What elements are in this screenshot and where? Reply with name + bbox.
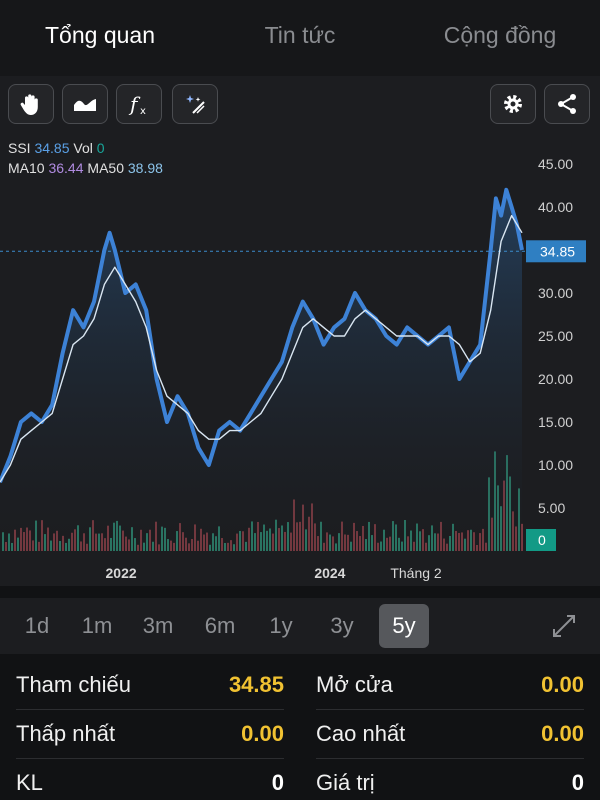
x-tick-label: 2022 <box>106 565 137 581</box>
price-area-fill <box>0 189 522 552</box>
range-1d[interactable]: 1d <box>24 613 50 638</box>
function-icon: f x <box>128 92 146 117</box>
reference-value: 34.85 <box>228 672 284 697</box>
legend-line-1: SSI 34.85 Vol 0 <box>8 140 105 156</box>
low-label: Thấp nhất <box>16 721 116 746</box>
volume-label: KL <box>16 770 43 795</box>
info-reference: Tham chiếu 34.85 <box>16 662 284 710</box>
info-row-3: KL 0 Giá trị 0 <box>0 760 600 800</box>
y-tick-label: 20.00 <box>538 371 573 387</box>
high-label: Cao nhất <box>316 721 406 746</box>
svg-text:x: x <box>140 106 146 117</box>
price-line <box>0 187 524 483</box>
y-tick-label: 40.00 <box>538 199 573 215</box>
magic-tool-button[interactable] <box>172 84 218 124</box>
area-chart-icon <box>74 99 96 111</box>
y-tick-label: 15.00 <box>538 414 573 430</box>
y-tick-label: 5.00 <box>538 500 565 516</box>
y-tick-label: 10.00 <box>538 457 573 473</box>
moving-average-line <box>0 214 523 483</box>
range-selector: 1d 1m 3m 6m 1y 3y 5y <box>0 598 600 654</box>
y-tick-label: 45.00 <box>538 156 573 172</box>
indicator-button[interactable]: f x <box>116 84 162 124</box>
y-tick-label: 30.00 <box>538 285 573 301</box>
info-low: Thấp nhất 0.00 <box>16 711 284 759</box>
legend-ma10-value: 36.44 <box>48 160 84 176</box>
reference-label: Tham chiếu <box>16 672 131 697</box>
legend-ma50-label: MA50 <box>87 160 124 176</box>
open-label: Mở cửa <box>316 672 393 697</box>
tab-news[interactable]: Tin tức <box>264 22 336 48</box>
settings-button[interactable] <box>490 84 536 124</box>
info-row-1: Tham chiếu 34.85 Mở cửa 0.00 <box>0 662 600 710</box>
legend-vol-label: Vol <box>73 140 93 156</box>
info-volume: KL 0 <box>16 760 284 800</box>
y-tick-label: 25.00 <box>538 328 573 344</box>
low-value: 0.00 <box>241 721 284 746</box>
info-value: Giá trị 0 <box>316 760 584 800</box>
top-tabs: Tổng quan Tin tức Cộng đồng <box>0 0 600 76</box>
range-3m[interactable]: 3m <box>142 613 174 638</box>
info-row-2: Thấp nhất 0.00 Cao nhất 0.00 <box>0 711 600 759</box>
magic-wand-icon <box>186 95 205 114</box>
hand-pointer-icon <box>20 94 38 115</box>
range-6m[interactable]: 6m <box>204 613 236 638</box>
current-volume-badge <box>526 529 556 551</box>
legend-vol-value: 0 <box>96 140 105 156</box>
current-price-badge-text: 34.85 <box>540 243 575 259</box>
legend-line-2: MA10 36.44 MA50 38.98 <box>8 160 163 176</box>
legend-ma10-label: MA10 <box>8 160 45 176</box>
range-5y[interactable]: 5y <box>379 604 429 648</box>
tab-community[interactable]: Cộng đồng <box>443 22 557 48</box>
share-icon <box>558 94 576 114</box>
value-label: Giá trị <box>316 770 375 795</box>
current-price-badge <box>526 240 586 263</box>
range-3y[interactable]: 3y <box>330 613 354 638</box>
value-value: 0 <box>571 770 584 795</box>
tab-overview[interactable]: Tổng quan <box>45 22 155 48</box>
x-tick-label: Tháng 2 <box>390 565 442 581</box>
legend-ma50-value: 38.98 <box>127 160 163 176</box>
range-1y[interactable]: 1y <box>269 613 293 638</box>
legend-price: 34.85 <box>34 140 70 156</box>
high-value: 0.00 <box>541 721 584 746</box>
info-high: Cao nhất 0.00 <box>316 711 584 759</box>
legend-symbol: SSI <box>8 140 31 156</box>
price-chart[interactable]: 45.0040.0035.0030.0025.0020.0015.0010.00… <box>0 76 600 586</box>
share-button[interactable] <box>544 84 590 124</box>
x-tick-label: 2024 <box>314 565 345 581</box>
info-open: Mở cửa 0.00 <box>316 662 584 710</box>
current-volume-badge-text: 0 <box>538 532 546 548</box>
hand-pointer-button[interactable] <box>8 84 54 124</box>
range-1m[interactable]: 1m <box>81 613 113 638</box>
volume-value: 0 <box>271 770 284 795</box>
chart-type-button[interactable] <box>62 84 108 124</box>
open-value: 0.00 <box>541 672 584 697</box>
gear-icon <box>504 95 522 113</box>
expand-icon[interactable] <box>550 612 578 640</box>
